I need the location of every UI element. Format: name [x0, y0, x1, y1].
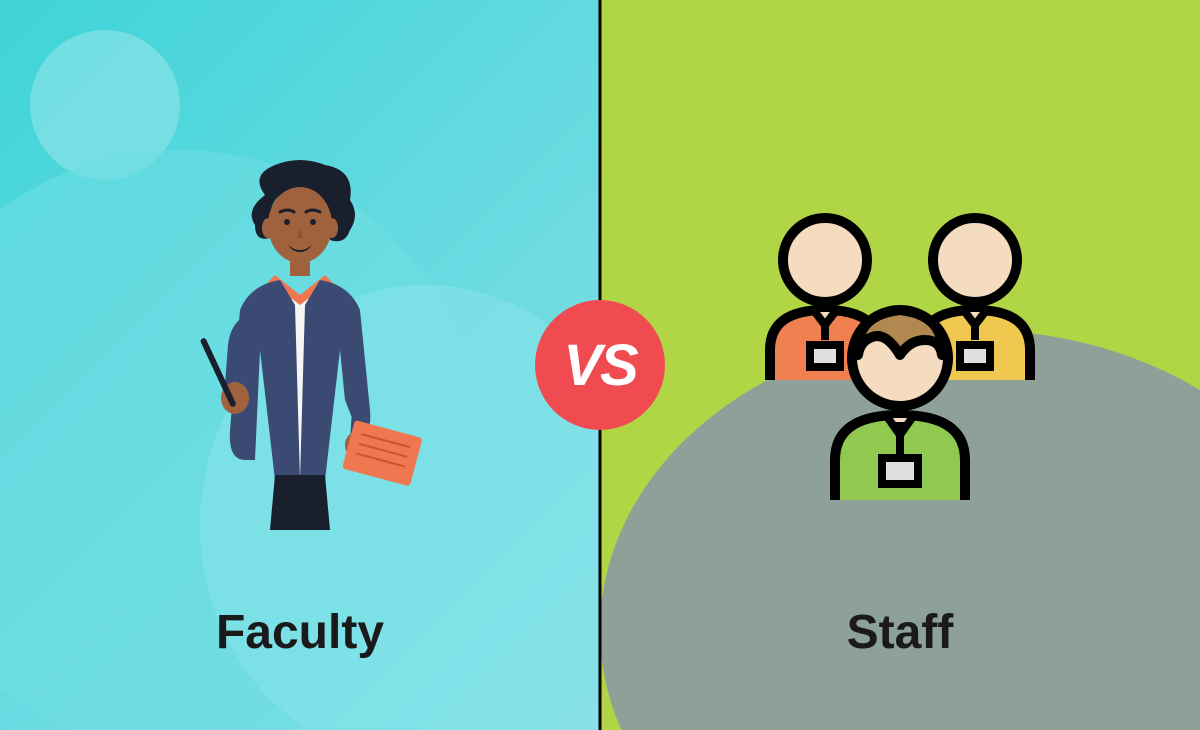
left-panel: Faculty [0, 0, 600, 730]
staff-illustration [740, 190, 1060, 515]
teacher-icon [160, 150, 440, 530]
vs-badge: VS [535, 300, 665, 430]
faculty-label: Faculty [0, 605, 600, 660]
staff-label: Staff [600, 605, 1200, 660]
staff-group-icon [740, 190, 1060, 510]
vs-text: VS [563, 332, 636, 399]
faculty-illustration [160, 150, 440, 535]
infographic-container: Faculty [0, 0, 1200, 730]
right-panel: Staff [600, 0, 1200, 730]
